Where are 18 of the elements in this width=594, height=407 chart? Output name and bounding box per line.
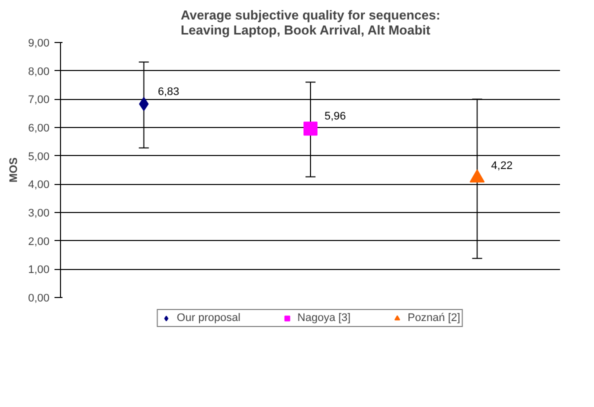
y-tick-label: 7,00	[28, 94, 50, 106]
legend-label: Poznań [2]	[408, 312, 460, 324]
data-label: 4,22	[491, 160, 513, 172]
y-axis-title: MOS	[8, 157, 20, 183]
y-tick-label: 3,00	[28, 208, 50, 220]
y-tick-label: 2,00	[28, 236, 50, 248]
y-tick-label: 6,00	[28, 122, 50, 134]
data-label: 6,83	[158, 86, 180, 98]
y-tick-label: 5,00	[28, 150, 50, 163]
y-tick-label: 8,00	[28, 66, 50, 78]
chart-title: Average subjective quality for sequences: Leaving Laptop, Book Arrival, Alt Moabit	[180, 8, 440, 38]
y-tick-label: 9,00	[28, 38, 50, 50]
data-label: 5,96	[324, 110, 346, 123]
legend-label: Our proposal	[176, 312, 240, 324]
y-tick-label: 0,00	[28, 292, 50, 304]
legend-label: Nagoya [3]	[297, 312, 351, 324]
y-tick-label: 1,00	[28, 264, 50, 276]
y-tick-label: 4,00	[28, 179, 50, 192]
